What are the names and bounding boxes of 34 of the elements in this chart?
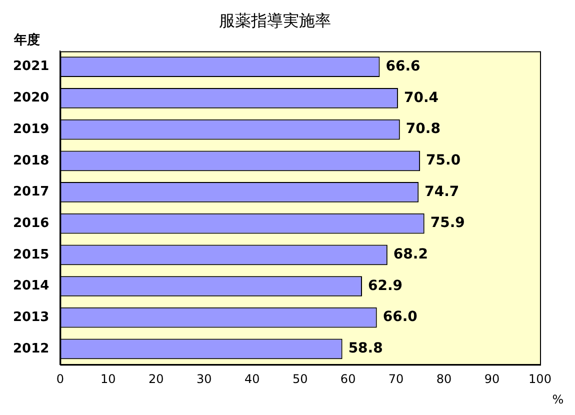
data-label: 66.0 [382,309,418,326]
data-label: 58.8 [348,340,383,357]
data-label: 75.0 [426,152,461,169]
data-label: 75.9 [430,215,465,232]
y-tick-label: 2021 [12,59,50,74]
y-tick-label: 2019 [12,122,50,137]
y-tick-label: 2013 [12,310,50,325]
data-label: 74.7 [424,184,460,200]
y-tick-label: 2020 [12,90,50,106]
x-tick-label: 50 [292,372,308,386]
x-tick-label: 30 [196,372,212,386]
y-tick-label: 2015 [12,247,50,262]
x-tick-label: 80 [436,372,452,386]
y-tick-label: 2017 [12,184,50,200]
data-label: 66.6 [386,58,420,75]
data-label: 62.9 [368,278,403,294]
x-tick-label: 90 [484,372,500,386]
x-axis-title: % [552,392,564,407]
x-tick-label: 70 [388,372,404,386]
x-tick-label: 60 [340,372,356,386]
x-tick-label: 40 [244,372,260,386]
y-axis-title: 年度 [13,32,40,48]
x-tick-label: 100 [528,372,552,386]
data-label: 68.2 [393,246,428,263]
y-tick-label: 2018 [12,153,50,168]
data-label: 70.8 [406,121,440,138]
y-tick-label: 2016 [12,216,50,231]
chart-title: 服薬指導実施率 [219,10,331,30]
data-label: 70.4 [404,90,439,106]
y-tick-label: 2014 [12,278,50,294]
x-tick-label: 0 [56,372,64,386]
x-tick-label: 10 [100,372,116,386]
y-tick-label: 2012 [12,341,50,356]
x-tick-label: 20 [148,372,164,386]
